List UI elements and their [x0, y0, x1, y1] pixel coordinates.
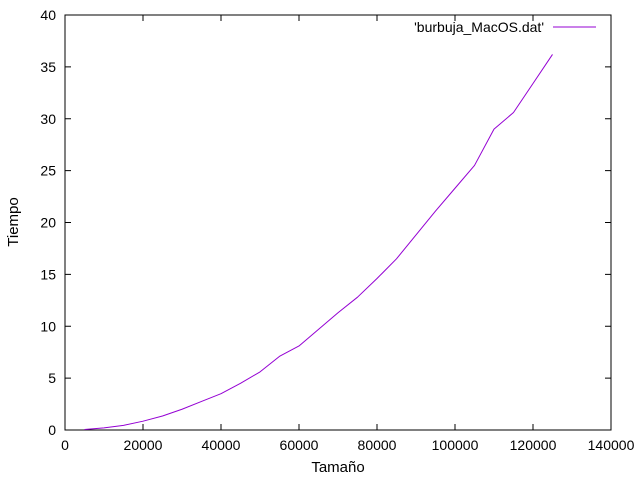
x-tick-label: 40000: [202, 437, 241, 453]
series-lines: [84, 54, 553, 430]
y-tick-label: 25: [40, 163, 56, 179]
y-tick-label: 0: [48, 422, 56, 438]
x-tick-label: 60000: [280, 437, 319, 453]
y-tick-label: 20: [40, 215, 56, 231]
x-tick-label: 0: [61, 437, 69, 453]
y-tick-label: 10: [40, 318, 56, 334]
y-tick-label: 15: [40, 266, 56, 282]
plot-frame: [64, 14, 612, 431]
y-tick-label: 40: [40, 7, 56, 23]
y-tick-label: 35: [40, 59, 56, 75]
series-line: [84, 54, 553, 430]
x-tick-label: 120000: [510, 437, 557, 453]
x-tick-label: 100000: [432, 437, 479, 453]
x-tick-label: 140000: [588, 437, 635, 453]
x-tick-label: 80000: [358, 437, 397, 453]
legend: 'burbuja_MacOS.dat': [414, 19, 596, 35]
y-axis-label: Tiempo: [5, 197, 22, 246]
tick-labels: 0 20000 40000 60000 80000 100000 120000 140000 0…: [40, 7, 634, 453]
tick-marks: [64, 14, 612, 431]
x-axis-label: Tamaño: [311, 459, 364, 476]
y-tick-label: 5: [48, 370, 56, 386]
y-tick-label: 30: [40, 111, 56, 127]
x-tick-label: 20000: [124, 437, 163, 453]
legend-label: 'burbuja_MacOS.dat': [414, 19, 544, 35]
